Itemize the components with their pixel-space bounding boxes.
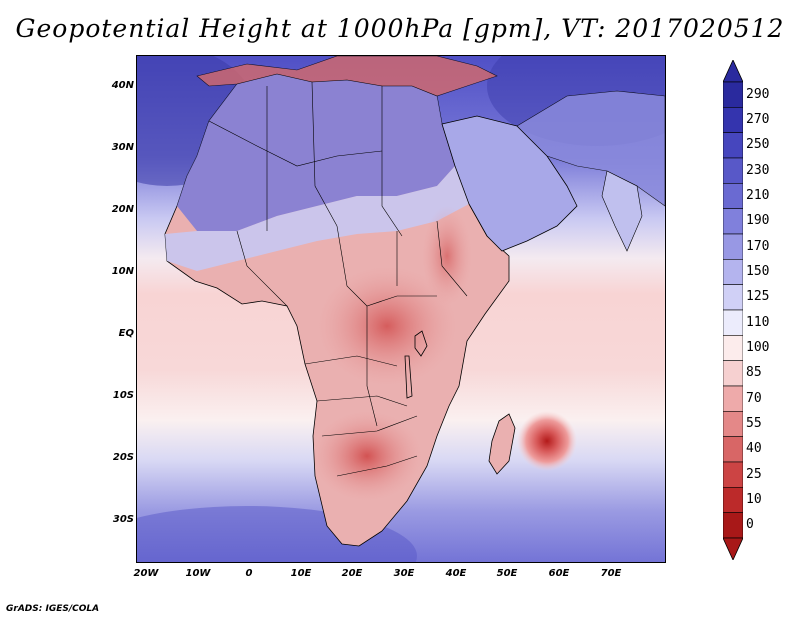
colorbar-arrow-top xyxy=(723,60,743,83)
lat-label-10n: 10N xyxy=(111,266,134,277)
southern-africa-low xyxy=(312,411,422,501)
colorbar-box xyxy=(723,157,743,184)
colorbar-box xyxy=(723,461,743,488)
colorbar-level-label: 210 xyxy=(746,188,770,203)
lon-label-70e: 70E xyxy=(600,568,622,579)
colorbar-level-label: 110 xyxy=(746,314,770,330)
lake-victoria xyxy=(414,330,428,357)
colorbar-level-label: 25 xyxy=(746,466,762,482)
colorbar-box xyxy=(723,335,743,361)
indian-ocean-low xyxy=(517,411,577,471)
lon-label-10e: 10E xyxy=(290,568,312,579)
colorbar-level-label: 55 xyxy=(746,416,762,431)
colorbar-box xyxy=(723,233,743,260)
colorbar-level-label: 230 xyxy=(746,162,770,178)
lat-label-20s: 20S xyxy=(112,452,134,463)
colorbar-box xyxy=(723,107,743,133)
lon-label-30e: 30E xyxy=(393,568,415,579)
sahara-high xyxy=(177,74,455,231)
lon-label-40e: 40E xyxy=(445,568,467,579)
lon-label-0: 0 xyxy=(245,568,253,579)
colorbar-box xyxy=(723,309,743,336)
map-svg xyxy=(137,56,665,562)
lat-label-40n: 40N xyxy=(111,80,134,91)
asia-land xyxy=(516,90,665,207)
colorbar-level-label: 40 xyxy=(746,441,762,457)
grads-credit: GrADS: IGES/COLA xyxy=(6,604,100,614)
colorbar-level-label: 270 xyxy=(746,112,770,127)
country-borders xyxy=(208,81,468,477)
india-land xyxy=(601,170,643,252)
colorbar-level-label: 10 xyxy=(746,492,762,507)
colorbar-box xyxy=(723,411,743,437)
colorbar-level-label: 290 xyxy=(746,86,770,102)
colorbar-level-label: 170 xyxy=(746,238,770,254)
colorbar-box xyxy=(723,360,743,387)
map-plot-area xyxy=(136,55,666,563)
colorbar-box xyxy=(723,284,743,311)
colorbar-box xyxy=(723,208,743,235)
lat-label-eq: EQ xyxy=(118,328,134,339)
colorbar-box xyxy=(723,487,743,513)
colorbar xyxy=(723,60,743,560)
colorbar-arrow-bottom xyxy=(723,537,743,560)
colorbar-box xyxy=(723,436,743,463)
lon-label-20e: 20E xyxy=(341,568,363,579)
lon-label-10w: 10W xyxy=(185,568,211,579)
colorbar-box xyxy=(723,81,743,108)
colorbar-box xyxy=(723,183,743,209)
lon-label-50e: 50E xyxy=(496,568,518,579)
colorbar-level-label: 190 xyxy=(746,213,770,229)
colorbar-level-label: 150 xyxy=(746,264,770,279)
colorbar-box xyxy=(723,259,743,285)
lat-label-10s: 10S xyxy=(112,390,134,401)
lat-label-20n: 20N xyxy=(111,204,134,215)
colorbar-box xyxy=(723,512,743,539)
colorbar-level-label: 85 xyxy=(746,365,762,381)
lat-label-30s: 30S xyxy=(112,514,134,525)
colorbar-box xyxy=(723,385,743,412)
colorbar-box xyxy=(723,132,743,159)
lake-tanganyika xyxy=(404,355,413,399)
chart-title: Geopotential Height at 1000hPa [gpm], VT… xyxy=(15,14,785,43)
colorbar-level-label: 125 xyxy=(746,289,770,305)
colorbar-level-label: 250 xyxy=(746,137,770,153)
lon-label-20w: 20W xyxy=(133,568,159,579)
colorbar-level-label: 0 xyxy=(746,517,754,533)
lon-label-60e: 60E xyxy=(548,568,570,579)
europe-land xyxy=(196,56,498,97)
madagascar-land xyxy=(488,413,516,475)
colorbar-level-label: 100 xyxy=(746,340,770,355)
east-africa-low xyxy=(422,206,472,306)
colorbar-level-label: 70 xyxy=(746,390,762,406)
lat-label-30n: 30N xyxy=(111,142,134,153)
